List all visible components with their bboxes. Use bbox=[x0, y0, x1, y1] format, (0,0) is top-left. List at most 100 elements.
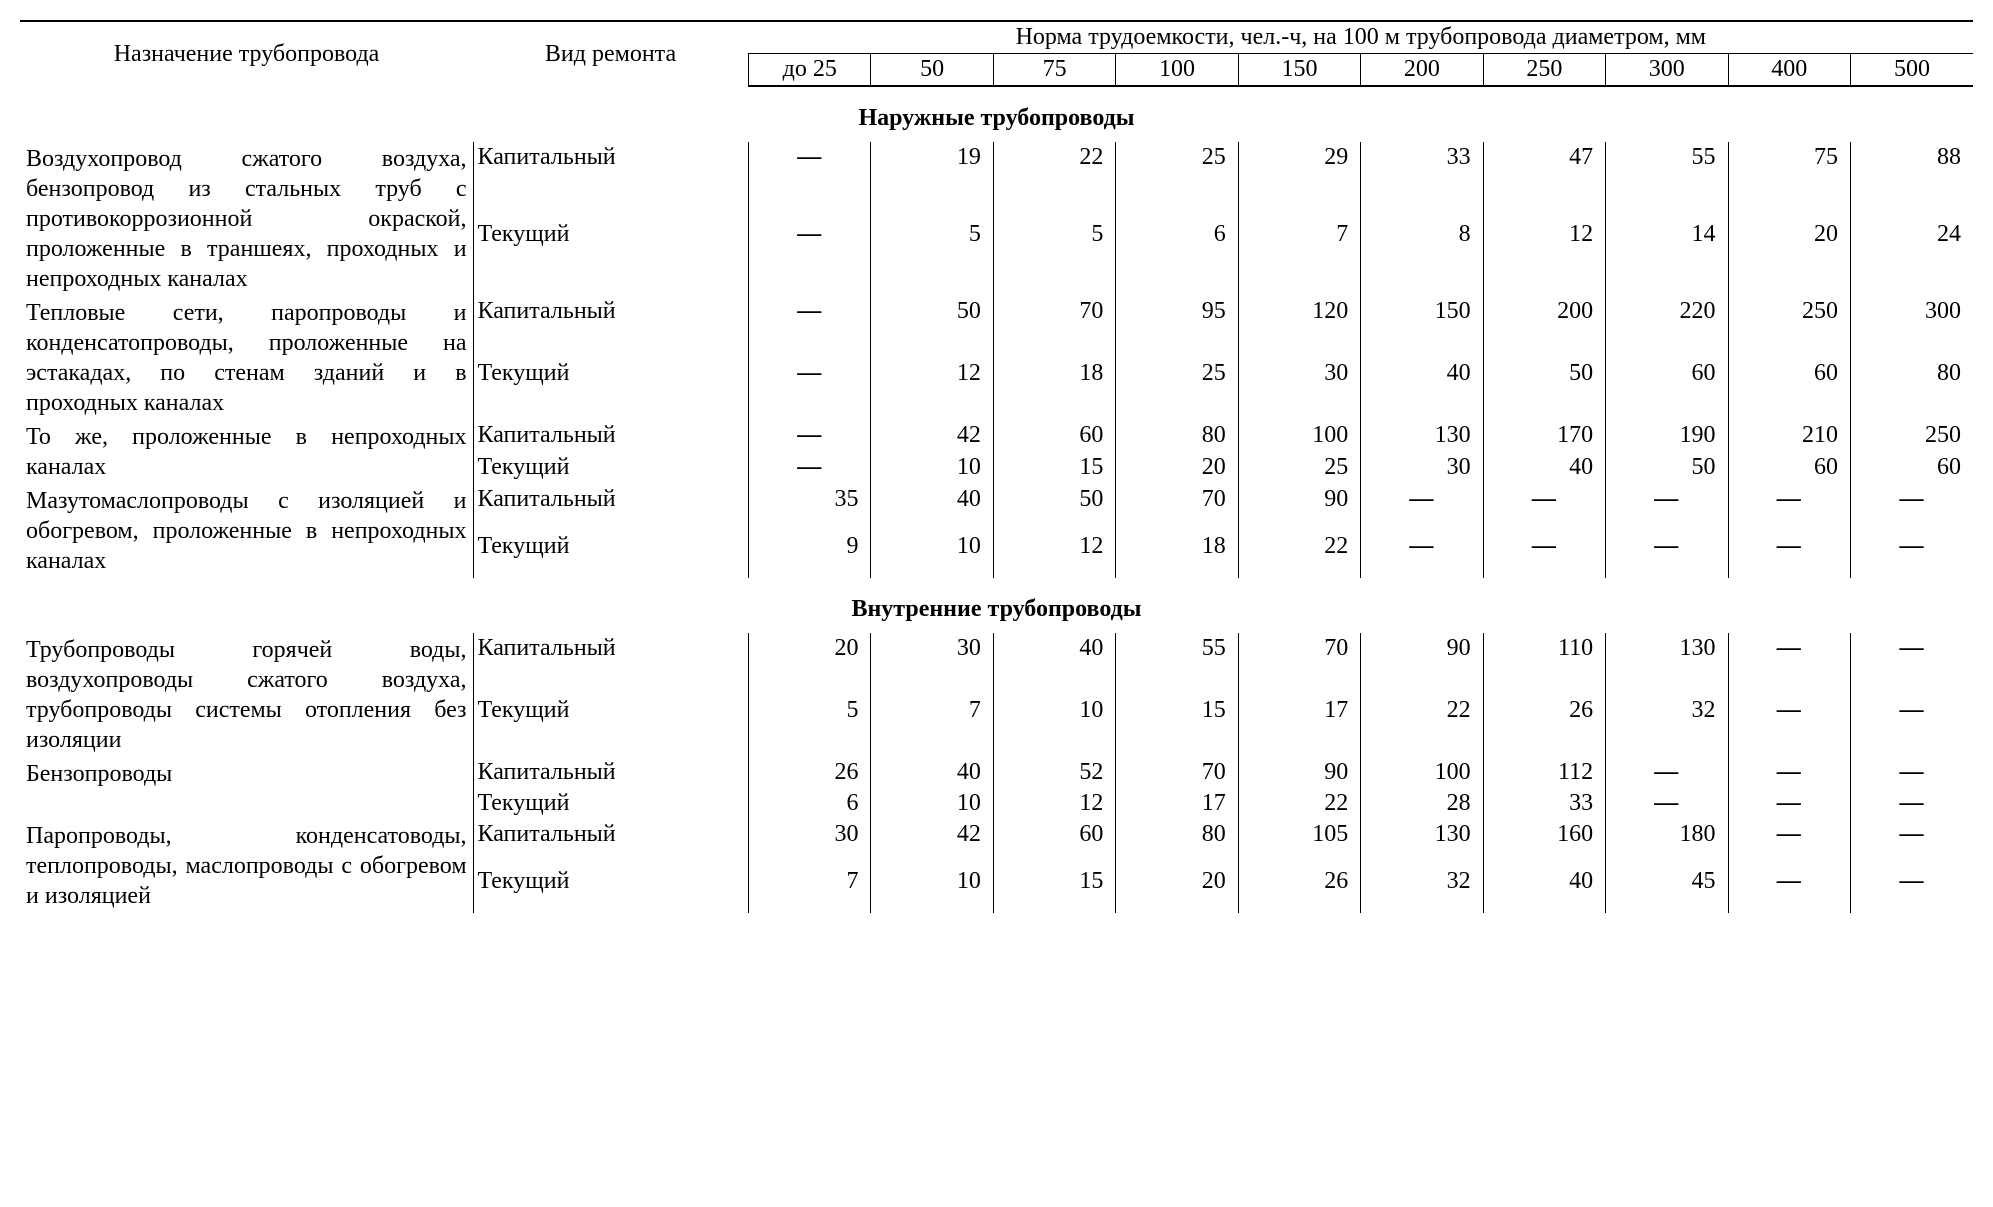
table-cell: 95 bbox=[1116, 296, 1238, 358]
table-cell: — bbox=[1728, 531, 1850, 578]
table-cell: — bbox=[1361, 531, 1483, 578]
table-cell: 25 bbox=[1116, 358, 1238, 420]
section-title: Наружные трубопроводы bbox=[20, 86, 1973, 142]
table-cell: 5 bbox=[871, 219, 993, 296]
table-row: То же, проложенные в непроходных каналах… bbox=[20, 420, 1973, 452]
table-cell: 12 bbox=[993, 788, 1115, 819]
header-diameter: 300 bbox=[1606, 54, 1728, 87]
table-cell: 47 bbox=[1483, 142, 1605, 219]
table-cell: 60 bbox=[1728, 452, 1850, 484]
table-cell: 70 bbox=[1116, 757, 1238, 788]
table-cell: 200 bbox=[1483, 296, 1605, 358]
table-cell: 75 bbox=[1728, 142, 1850, 219]
table-cell: 90 bbox=[1361, 633, 1483, 695]
table-cell: 60 bbox=[1850, 452, 1973, 484]
table-cell: 33 bbox=[1483, 788, 1605, 819]
pipeline-description: То же, проложенные в непроходных каналах bbox=[20, 420, 473, 484]
table-cell: 15 bbox=[1116, 695, 1238, 757]
table-cell: 100 bbox=[1361, 757, 1483, 788]
table-cell: — bbox=[1850, 633, 1973, 695]
table-cell: — bbox=[1483, 531, 1605, 578]
table-cell: — bbox=[1606, 757, 1728, 788]
table-cell: 15 bbox=[993, 452, 1115, 484]
repair-type: Текущий bbox=[473, 788, 748, 819]
table-cell: 19 bbox=[871, 142, 993, 219]
header-norm-span: Норма трудоемкости, чел.-ч, на 100 м тру… bbox=[749, 21, 1973, 54]
header-diameter: 75 bbox=[993, 54, 1115, 87]
header-repair-type: Вид ремонта bbox=[473, 21, 748, 86]
repair-type: Капитальный bbox=[473, 819, 748, 866]
table-cell: 20 bbox=[1728, 219, 1850, 296]
table-cell: 26 bbox=[749, 757, 871, 788]
table-cell: 6 bbox=[749, 788, 871, 819]
repair-type: Капитальный bbox=[473, 296, 748, 358]
header-diameter: 400 bbox=[1728, 54, 1850, 87]
table-cell: — bbox=[1728, 757, 1850, 788]
table-cell: 7 bbox=[871, 695, 993, 757]
table-cell: — bbox=[1483, 484, 1605, 531]
table-cell: 40 bbox=[993, 633, 1115, 695]
table-cell: 250 bbox=[1850, 420, 1973, 452]
table-cell: 9 bbox=[749, 531, 871, 578]
table-cell: — bbox=[1728, 633, 1850, 695]
header-diameter: 200 bbox=[1361, 54, 1483, 87]
table-cell: — bbox=[749, 420, 871, 452]
header-diameter: 500 bbox=[1850, 54, 1973, 87]
header-diameter: 100 bbox=[1116, 54, 1238, 87]
table-cell: — bbox=[1361, 484, 1483, 531]
table-cell: 22 bbox=[1361, 695, 1483, 757]
table-header: Назначение трубопровода Вид ремонта Норм… bbox=[20, 21, 1973, 86]
table-cell: 7 bbox=[1238, 219, 1360, 296]
table-cell: 5 bbox=[993, 219, 1115, 296]
table-cell: — bbox=[1728, 866, 1850, 913]
table-cell: — bbox=[1606, 531, 1728, 578]
header-diameter: 150 bbox=[1238, 54, 1360, 87]
table-cell: 20 bbox=[749, 633, 871, 695]
repair-type: Текущий bbox=[473, 866, 748, 913]
table-cell: 22 bbox=[993, 142, 1115, 219]
table-cell: 160 bbox=[1483, 819, 1605, 866]
table-cell: 70 bbox=[1116, 484, 1238, 531]
table-cell: 25 bbox=[1116, 142, 1238, 219]
pipeline-description: Воздухопровод сжатого воздуха, бензопров… bbox=[20, 142, 473, 296]
table-cell: 130 bbox=[1361, 420, 1483, 452]
table-cell: 40 bbox=[871, 484, 993, 531]
table-cell: 180 bbox=[1606, 819, 1728, 866]
table-cell: 18 bbox=[993, 358, 1115, 420]
table-cell: 110 bbox=[1483, 633, 1605, 695]
table-row: БензопроводыКапитальный2640527090100112—… bbox=[20, 757, 1973, 788]
table-cell: 40 bbox=[1483, 452, 1605, 484]
table-row: Трубопроводы горячей воды, воздухопровод… bbox=[20, 633, 1973, 695]
table-cell: 80 bbox=[1116, 819, 1238, 866]
repair-type: Текущий bbox=[473, 452, 748, 484]
table-cell: 220 bbox=[1606, 296, 1728, 358]
table-cell: 20 bbox=[1116, 866, 1238, 913]
labor-norms-table: Назначение трубопровода Вид ремонта Норм… bbox=[20, 20, 1973, 913]
repair-type: Капитальный bbox=[473, 484, 748, 531]
table-cell: 30 bbox=[749, 819, 871, 866]
section-title: Внутренние трубопроводы bbox=[20, 578, 1973, 633]
header-diameter: 250 bbox=[1483, 54, 1605, 87]
table-cell: 105 bbox=[1238, 819, 1360, 866]
table-cell: — bbox=[749, 452, 871, 484]
table-cell: 120 bbox=[1238, 296, 1360, 358]
table-cell: 12 bbox=[871, 358, 993, 420]
table-cell: 22 bbox=[1238, 788, 1360, 819]
table-cell: 10 bbox=[871, 788, 993, 819]
pipeline-description: Паропроводы, конденсатоводы, теплопровод… bbox=[20, 819, 473, 913]
table-cell: 60 bbox=[1728, 358, 1850, 420]
pipeline-description: Трубопроводы горячей воды, воздухопровод… bbox=[20, 633, 473, 757]
table-cell: — bbox=[1728, 484, 1850, 531]
table-cell: 5 bbox=[749, 695, 871, 757]
table-cell: 55 bbox=[1606, 142, 1728, 219]
table-cell: 10 bbox=[871, 452, 993, 484]
table-cell: 130 bbox=[1606, 633, 1728, 695]
table-cell: 52 bbox=[993, 757, 1115, 788]
table-cell: 10 bbox=[871, 866, 993, 913]
repair-type: Текущий bbox=[473, 219, 748, 296]
table-cell: 70 bbox=[1238, 633, 1360, 695]
table-row: Тепловые сети, паропроводы и конденсатоп… bbox=[20, 296, 1973, 358]
table-cell: 26 bbox=[1238, 866, 1360, 913]
repair-type: Капитальный bbox=[473, 757, 748, 788]
repair-type: Текущий bbox=[473, 695, 748, 757]
